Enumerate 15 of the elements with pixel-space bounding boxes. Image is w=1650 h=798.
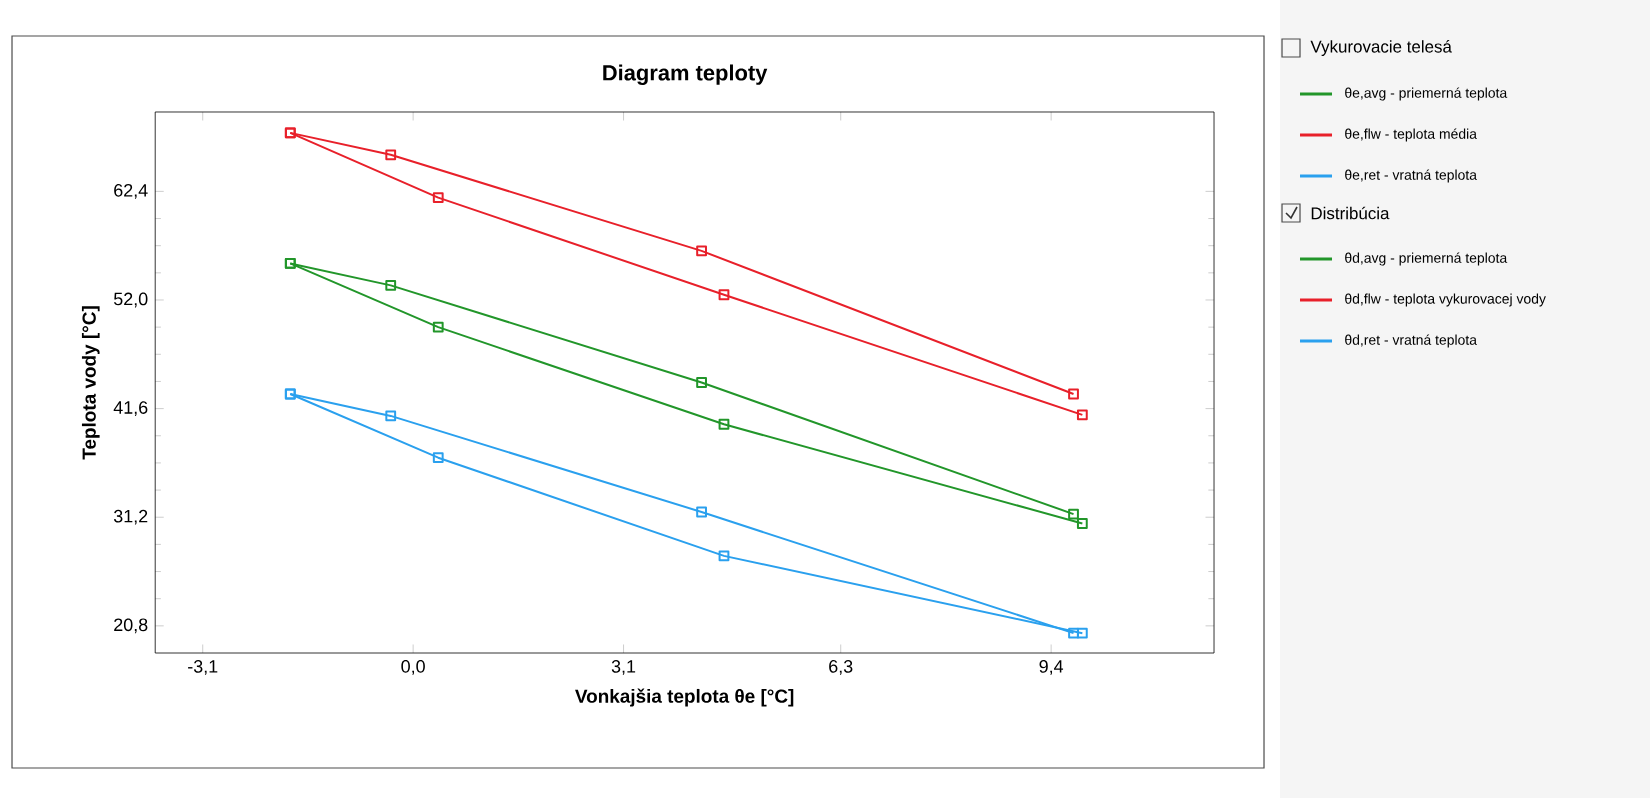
x-tick-label: -3,1 bbox=[188, 660, 218, 675]
x-axis-title: Vonkajšia teplota θe [°C] bbox=[575, 688, 794, 707]
y-tick-label: 20,8 bbox=[114, 618, 148, 634]
x-tick-label: 9,4 bbox=[1039, 660, 1064, 675]
chart-title: Diagram teploty bbox=[603, 64, 768, 85]
text: Vykurovacie telesá bbox=[1310, 40, 1452, 56]
x-tick-label: 3,1 bbox=[611, 660, 636, 675]
y-axis-title: Teplota vody [°C] bbox=[81, 306, 100, 460]
x-tick-label: 0,0 bbox=[401, 660, 425, 675]
x-tick-label: 6,3 bbox=[829, 660, 853, 675]
y-tick-label: 52,0 bbox=[113, 292, 148, 308]
y-tick-label: 31,2 bbox=[113, 509, 148, 525]
y-tick-label: 62,4 bbox=[114, 183, 148, 199]
y-tick-label: 41,6 bbox=[113, 401, 148, 416]
text: Distribúcia bbox=[1311, 206, 1390, 220]
